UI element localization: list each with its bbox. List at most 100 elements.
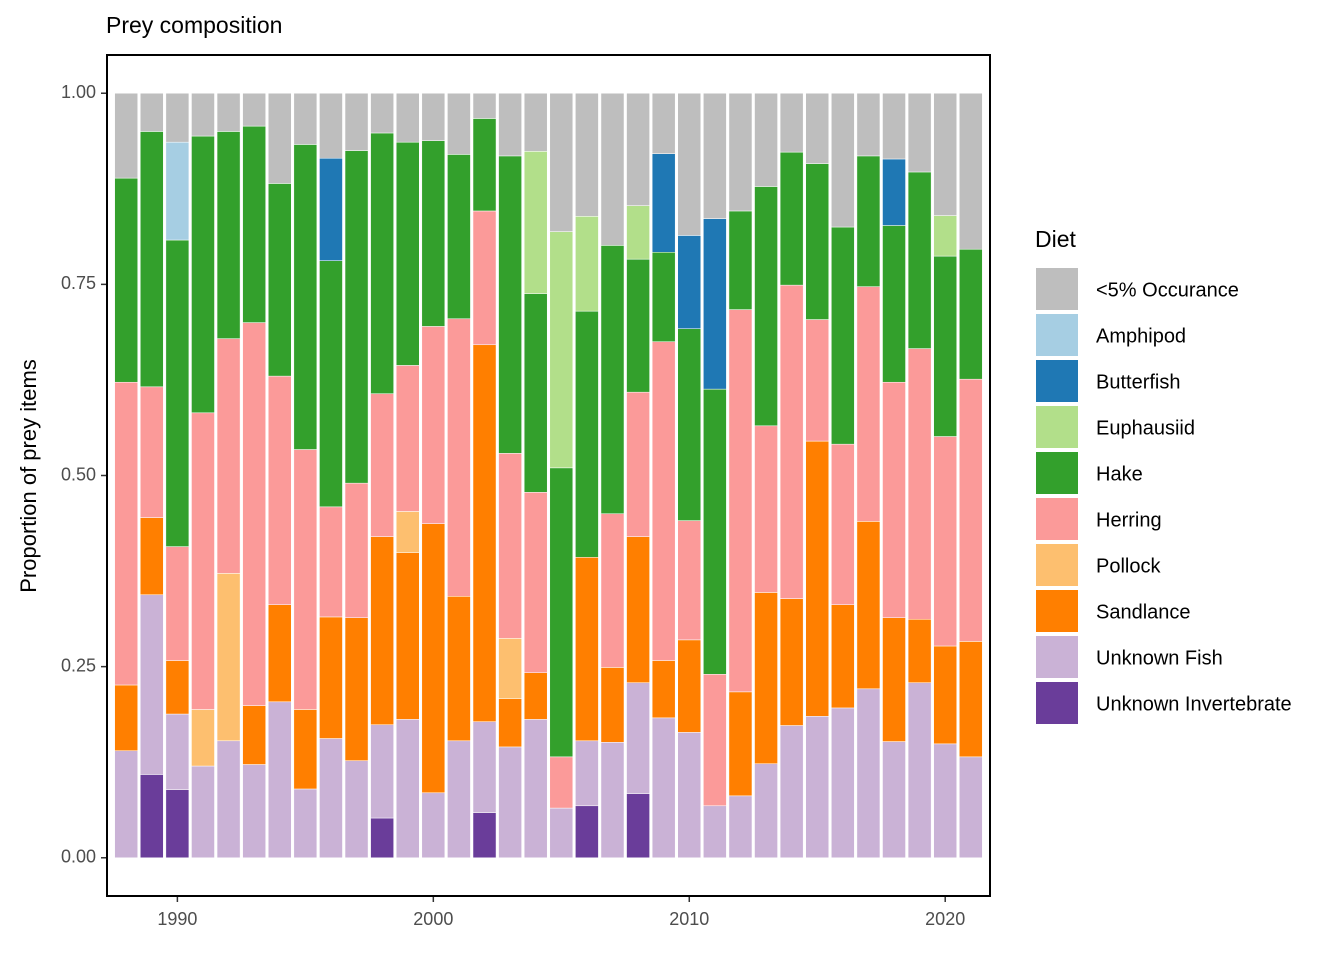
bar-segment bbox=[191, 135, 215, 414]
bar-segment bbox=[370, 393, 394, 537]
bar-segment bbox=[523, 672, 548, 720]
bar-segment bbox=[626, 391, 650, 537]
bar-segment bbox=[907, 171, 932, 349]
bar-segment bbox=[933, 436, 957, 647]
bar-segment bbox=[165, 789, 190, 859]
bar-segment bbox=[140, 386, 164, 518]
bar-segment bbox=[754, 92, 778, 187]
bar-segment bbox=[267, 92, 292, 184]
bar-segment bbox=[140, 131, 164, 388]
bar-segment bbox=[191, 765, 215, 859]
bar-segment bbox=[575, 310, 599, 558]
bar-segment bbox=[293, 449, 318, 710]
bar-segment bbox=[242, 92, 266, 127]
bar-segment bbox=[370, 817, 394, 859]
y-tick-label: 0.50 bbox=[61, 464, 96, 484]
legend-label: Hake bbox=[1096, 463, 1143, 485]
bar-segment bbox=[959, 378, 983, 642]
bar-segment bbox=[293, 709, 318, 790]
bar-segment bbox=[882, 92, 906, 160]
bar-segment bbox=[626, 682, 650, 794]
bar-segment bbox=[165, 239, 190, 547]
bar-segment bbox=[447, 596, 471, 742]
y-tick-label: 0.75 bbox=[61, 273, 96, 293]
bar-segment bbox=[575, 557, 599, 742]
bar-segment bbox=[856, 521, 881, 690]
bar-segment bbox=[370, 724, 394, 819]
bar-segment bbox=[216, 573, 241, 742]
bar-segment bbox=[626, 258, 650, 393]
bar-segment bbox=[498, 638, 522, 699]
bar-segment bbox=[856, 92, 881, 157]
bar-segment bbox=[856, 155, 881, 287]
bar-segment bbox=[293, 788, 318, 859]
legend-label: <5% Occurance bbox=[1096, 279, 1239, 301]
bar-segment bbox=[523, 151, 548, 294]
bar-segment bbox=[600, 513, 625, 668]
bar-segment bbox=[703, 674, 727, 807]
legend-label: Euphausiid bbox=[1096, 417, 1195, 439]
bar-segment bbox=[319, 157, 343, 261]
bar-segment bbox=[140, 774, 164, 859]
bar-segment bbox=[140, 594, 164, 775]
legend-key bbox=[1036, 636, 1078, 678]
bar-segment bbox=[933, 255, 957, 437]
bar-segment bbox=[831, 92, 855, 228]
bar-segment bbox=[421, 326, 446, 524]
bar-segment bbox=[754, 763, 778, 859]
bar-segment bbox=[191, 412, 215, 710]
bar-segment bbox=[703, 218, 727, 390]
bar-segment bbox=[703, 805, 727, 859]
bar-segment bbox=[370, 536, 394, 725]
bar-segment bbox=[651, 341, 676, 661]
legend-key bbox=[1036, 360, 1078, 402]
bar-segment bbox=[779, 725, 804, 859]
legend-key bbox=[1036, 314, 1078, 356]
bar-segment bbox=[703, 388, 727, 675]
bar-segment bbox=[114, 92, 138, 179]
bar-segment bbox=[472, 344, 497, 722]
legend-label: Unknown Invertebrate bbox=[1096, 693, 1292, 715]
bar-segment bbox=[728, 691, 753, 797]
legend-label: Pollock bbox=[1096, 555, 1161, 577]
bar-segment bbox=[191, 92, 215, 137]
bar-segment bbox=[831, 226, 855, 445]
bar-segment bbox=[831, 604, 855, 709]
y-tick-label: 0.00 bbox=[61, 847, 96, 867]
bar-segment bbox=[600, 245, 625, 514]
bar-segment bbox=[779, 598, 804, 726]
bar-segment bbox=[293, 92, 318, 145]
plot-border bbox=[106, 54, 991, 897]
x-tick-label: 2000 bbox=[413, 909, 453, 929]
bar-segment bbox=[882, 158, 906, 226]
legend-key bbox=[1036, 498, 1078, 540]
bar-segment bbox=[651, 660, 676, 719]
bar-segment bbox=[216, 131, 241, 339]
bar-segment bbox=[575, 805, 599, 859]
bar-segment bbox=[165, 546, 190, 661]
bar-segment bbox=[779, 151, 804, 286]
bar-segment bbox=[959, 248, 983, 380]
chart-title: Prey composition bbox=[106, 12, 282, 38]
bar-segment bbox=[395, 511, 420, 553]
bar-segment bbox=[651, 717, 676, 859]
bar-segment bbox=[472, 721, 497, 813]
bar-segment bbox=[472, 210, 497, 346]
bar-segment bbox=[728, 92, 753, 212]
bar-segment bbox=[907, 348, 932, 620]
bar-segment bbox=[677, 235, 702, 329]
bar-segment bbox=[882, 617, 906, 742]
legend-key bbox=[1036, 406, 1078, 448]
legend-key bbox=[1036, 590, 1078, 632]
bar-segment bbox=[523, 719, 548, 859]
bar-segment bbox=[600, 667, 625, 743]
bar-segment bbox=[319, 92, 343, 159]
bar-segment bbox=[242, 705, 266, 765]
bar-segment bbox=[600, 92, 625, 246]
bar-segment bbox=[319, 260, 343, 508]
legend-key bbox=[1036, 268, 1078, 310]
bar-segment bbox=[907, 682, 932, 859]
bar-segment bbox=[293, 144, 318, 450]
bar-segment bbox=[805, 716, 830, 859]
